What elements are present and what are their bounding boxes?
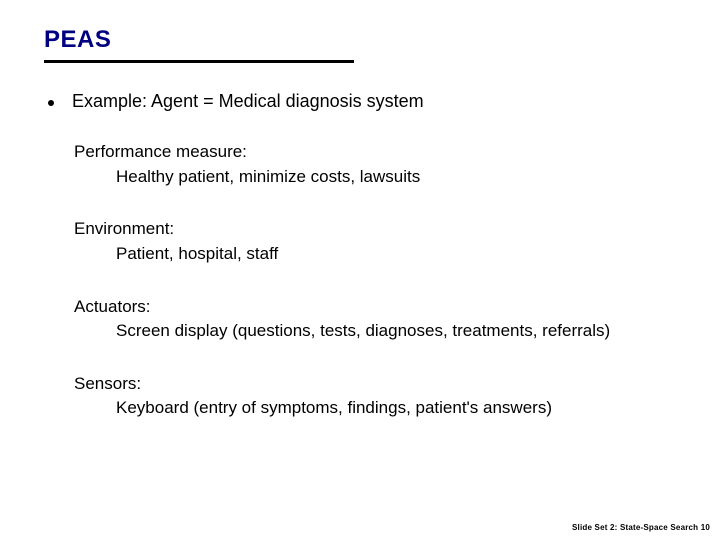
section-label: Actuators: [74, 295, 680, 320]
section-body: Keyboard (entry of symptoms, findings, p… [74, 396, 680, 421]
section-environment: Environment: Patient, hospital, staff [74, 217, 680, 266]
section-performance: Performance measure: Healthy patient, mi… [74, 140, 680, 189]
content-area: Example: Agent = Medical diagnosis syste… [44, 91, 680, 421]
section-actuators: Actuators: Screen display (questions, te… [74, 295, 680, 344]
slide: PEAS Example: Agent = Medical diagnosis … [0, 0, 720, 540]
section-label: Performance measure: [74, 140, 680, 165]
section-label: Environment: [74, 217, 680, 242]
slide-title: PEAS [44, 26, 680, 54]
section-body: Healthy patient, minimize costs, lawsuit… [74, 165, 680, 190]
section-body: Screen display (questions, tests, diagno… [74, 319, 680, 344]
slide-footer: Slide Set 2: State-Space Search 10 [572, 523, 710, 532]
bullet-item: Example: Agent = Medical diagnosis syste… [48, 91, 680, 112]
bullet-text: Example: Agent = Medical diagnosis syste… [72, 91, 424, 112]
title-underline [44, 60, 354, 63]
bullet-dot-icon [48, 100, 54, 106]
section-label: Sensors: [74, 372, 680, 397]
section-body: Patient, hospital, staff [74, 242, 680, 267]
section-sensors: Sensors: Keyboard (entry of symptoms, fi… [74, 372, 680, 421]
